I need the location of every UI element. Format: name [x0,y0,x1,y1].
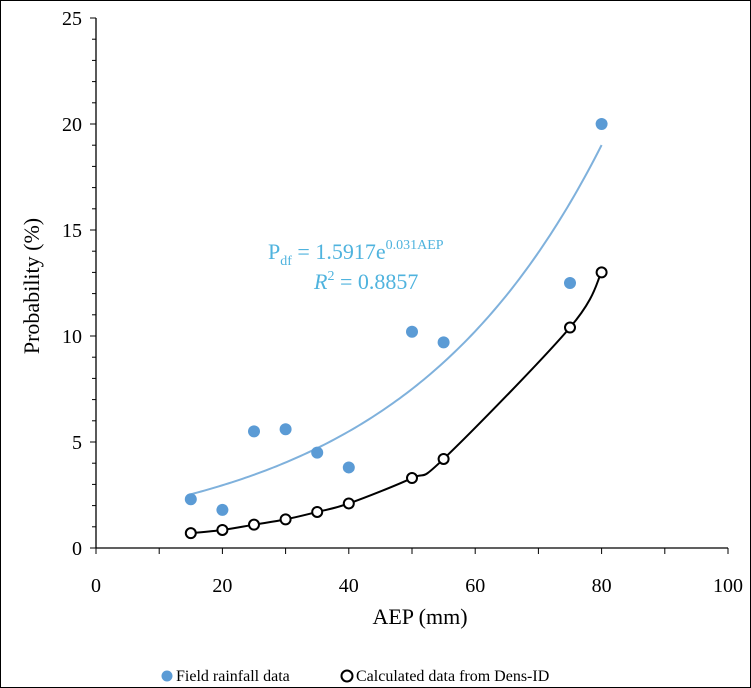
x-tick-label: 40 [339,575,359,597]
field-data-point [406,325,418,338]
equation-subscript: df [280,254,292,269]
x-tick-label: 60 [465,575,485,597]
field-data-point [248,425,260,438]
field-data-point [184,493,197,506]
legend: Field rainfall data Calculated data from… [161,668,549,685]
y-axis-title: Probability (%) [19,218,44,354]
x-axis-title: AEP (mm) [372,604,467,629]
data-points [184,118,608,540]
y-tick-label: 5 [72,432,82,454]
calculated-data-point [342,497,355,510]
equation-p: P [268,239,280,264]
calculated-data-point [595,266,608,279]
r-squared-label: R2 = 0.8857 [313,269,418,294]
tick-labels: 0 20 40 60 80 100 0 5 10 15 20 25 [62,8,743,597]
calculated-data-point [216,523,229,536]
calculated-data-point [184,527,197,540]
legend-marker-field [161,670,173,682]
calculated-data-point [437,452,450,465]
equation-middle: = 1.5917e [292,239,386,264]
calculated-smooth-line [190,271,603,535]
y-tick-label: 10 [62,326,82,348]
calculated-data-point [564,321,576,334]
field-data-point [279,423,292,436]
legend-marker-calculated [340,669,354,683]
r-squared-superscript: 2 [327,269,334,284]
x-tick-label: 0 [91,575,101,597]
field-data-point [342,461,355,474]
equation-superscript: 0.031AEP [386,238,444,253]
axis-ticks [90,17,729,554]
field-data-point [595,118,608,130]
field-data-point [311,446,324,459]
trendline-equation: Pdf = 1.5917e0.031AEP [268,238,444,269]
y-tick-label: 15 [62,220,82,242]
calculated-data-point [406,472,418,485]
y-tick-label: 0 [72,538,82,560]
calculated-data-point [311,505,324,518]
x-tick-label: 100 [713,575,743,597]
legend-label-calculated: Calculated data from Dens-ID [356,668,549,685]
x-tick-label: 80 [592,575,612,597]
trendlines [190,144,603,535]
calculated-data-point [279,513,292,526]
y-tick-label: 25 [62,8,82,30]
exponential-trendline [190,144,603,496]
x-tick-label: 20 [212,575,232,597]
legend-label-field: Field rainfall data [176,668,290,685]
calculated-data-point [248,518,260,531]
field-data-point [216,503,229,516]
y-tick-label: 20 [62,114,82,136]
r-squared-r: R [313,269,328,294]
field-data-point [437,336,450,349]
r-squared-value: = 0.8857 [334,269,418,294]
field-data-point [564,277,576,289]
